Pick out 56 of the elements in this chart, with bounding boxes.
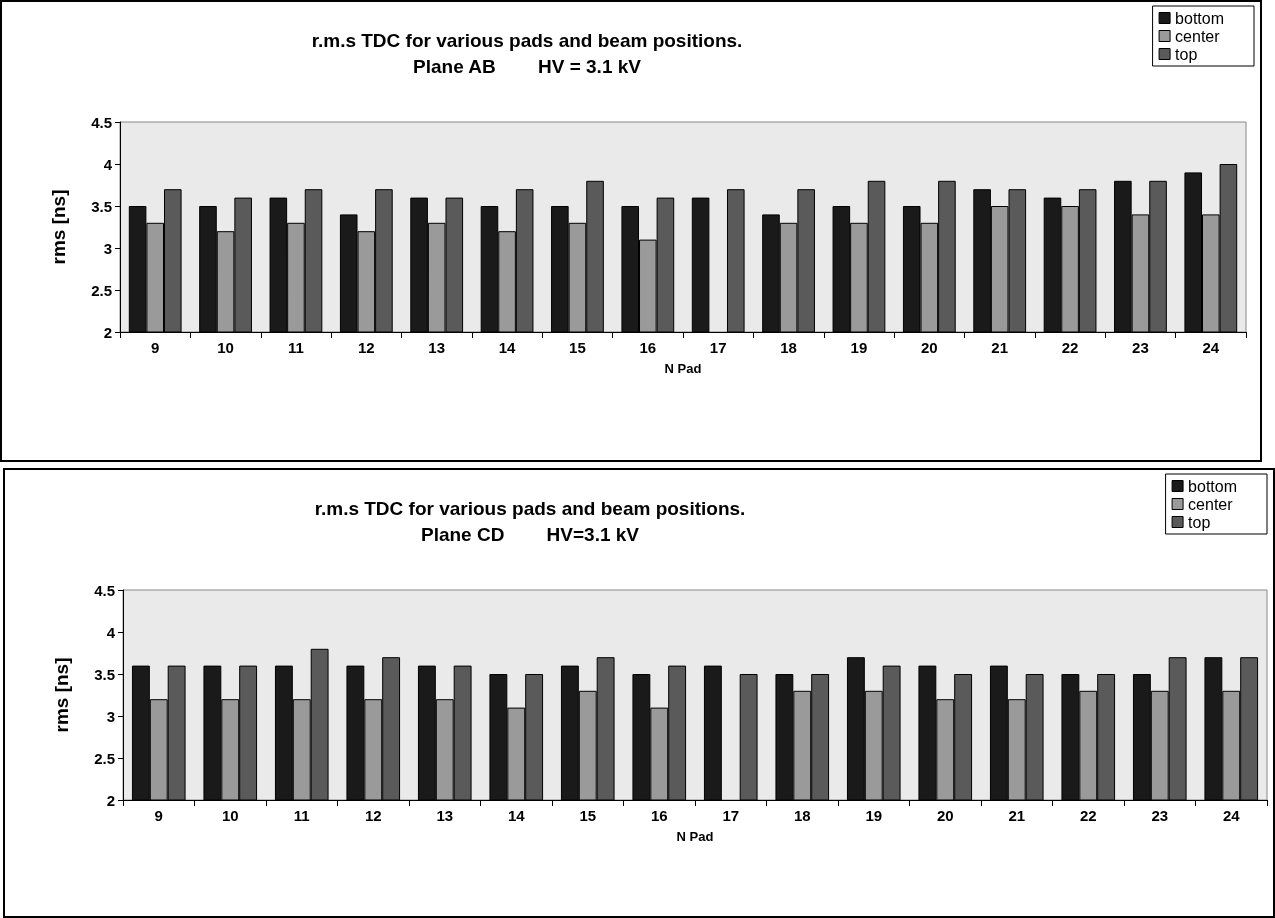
y-tick-label: 4 (103, 155, 113, 173)
x-tick-label: 24 (1222, 807, 1241, 824)
x-tick-label: 15 (579, 807, 597, 824)
x-tick-label: 23 (1132, 339, 1149, 356)
x-tick-label: 13 (428, 339, 446, 356)
x-tick-label: 14 (498, 339, 517, 356)
y-tick-label: 2.5 (94, 749, 115, 767)
legend-label: bottom (1175, 9, 1225, 27)
y-axis-title: rms [ns] (51, 657, 72, 733)
y-tick-label: 4 (106, 623, 116, 641)
x-tick-label: 23 (1151, 807, 1169, 824)
x-tick-label: 12 (357, 339, 375, 356)
x-tick-label: 21 (1008, 807, 1026, 824)
x-tick-label: 22 (1079, 807, 1097, 824)
x-tick-label: 14 (507, 807, 526, 824)
x-tick-label: 15 (569, 339, 586, 356)
x-tick-label: 24 (1202, 339, 1220, 356)
x-tick-label: 18 (793, 807, 811, 824)
x-tick-label: 16 (639, 339, 657, 356)
x-tick-label: 10 (221, 807, 239, 824)
y-tick-label: 2 (103, 323, 112, 341)
x-tick-label: 9 (154, 807, 163, 824)
x-tick-label: 18 (780, 339, 797, 356)
x-tick-label: 16 (650, 807, 668, 824)
x-tick-label: 12 (364, 807, 382, 824)
x-tick-label: 11 (288, 339, 304, 356)
chart-title: r.m.s TDC for various pads and beam positions. Plane AB HV = 3.1 kV (311, 29, 743, 77)
legend-label: center (1188, 495, 1234, 513)
x-axis-title: N Pad (676, 829, 714, 844)
x-tick-label: 20 (936, 807, 954, 824)
x-tick-label: 9 (151, 339, 160, 356)
y-tick-label: 2.5 (91, 281, 112, 299)
y-tick-label: 3 (106, 707, 115, 725)
x-tick-label: 22 (1061, 339, 1079, 356)
x-tick-label: 19 (850, 339, 868, 356)
x-tick-label: 20 (920, 339, 938, 356)
x-tick-label: 10 (217, 339, 234, 356)
x-tick-label: 19 (865, 807, 883, 824)
y-tick-label: 4.5 (91, 113, 112, 131)
x-axis-title: N Pad (664, 361, 702, 376)
chart-title: r.m.s TDC for various pads and beam positions. Plane CD HV=3.1 kV (314, 497, 746, 545)
x-tick-label: 13 (436, 807, 454, 824)
legend-label: center (1175, 27, 1221, 45)
y-tick-label: 3.5 (91, 197, 112, 215)
x-tick-label: 17 (722, 807, 740, 824)
y-tick-label: 3.5 (94, 665, 115, 683)
y-tick-label: 4.5 (94, 581, 115, 599)
y-tick-label: 2 (106, 791, 115, 809)
legend-label: top (1188, 513, 1211, 531)
y-tick-label: 3 (103, 239, 112, 257)
y-axis-title: rms [ns] (48, 189, 69, 265)
x-tick-label: 21 (991, 339, 1009, 356)
legend-label: top (1175, 45, 1198, 63)
x-tick-label: 11 (293, 807, 310, 824)
x-tick-label: 17 (709, 339, 727, 356)
legend-label: bottom (1188, 477, 1238, 495)
